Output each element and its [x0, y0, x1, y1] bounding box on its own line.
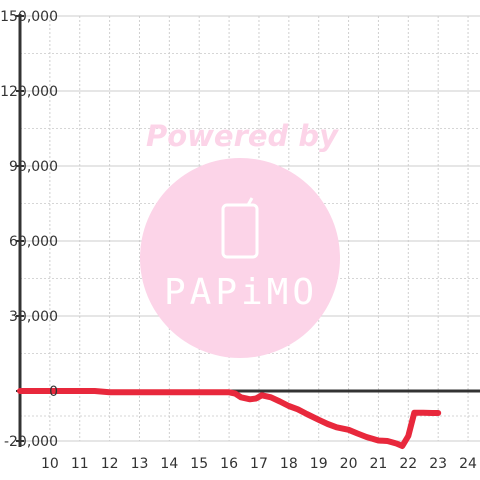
- x-tick-label: 13: [131, 456, 149, 472]
- y-tick-label: -20,000: [4, 434, 58, 450]
- y-tick-label: 30,000: [9, 309, 58, 325]
- watermark-text: Powered by: [146, 119, 339, 153]
- y-tick-label: 120,000: [0, 84, 58, 100]
- series-layer: [17, 388, 442, 449]
- x-tick-label: 10: [41, 456, 59, 472]
- x-tick-label: 21: [370, 456, 388, 472]
- y-tick-label: 60,000: [9, 234, 58, 250]
- x-tick-label: 17: [250, 456, 268, 472]
- y-tick-label: 90,000: [9, 159, 58, 175]
- x-tick-label: 18: [280, 456, 298, 472]
- y-tick-label: 150,000: [0, 9, 58, 25]
- y-tick-label: 0: [49, 384, 58, 400]
- x-tick-label: 22: [399, 456, 417, 472]
- x-tick-label: 11: [71, 456, 89, 472]
- x-tick-label: 14: [160, 456, 178, 472]
- tick-labels: -20,000 0 30,000 60,000 90,000 120,000 150,000…: [0, 9, 477, 472]
- series-line: [17, 388, 442, 449]
- x-tick-label: 12: [101, 456, 119, 472]
- x-tick-label: 20: [340, 456, 358, 472]
- phone-icon: [221, 197, 259, 259]
- x-tick-label: 19: [310, 456, 328, 472]
- x-tick-label: 23: [429, 456, 447, 472]
- x-tick-label: 15: [190, 456, 208, 472]
- x-tick-label: 24: [459, 456, 477, 472]
- x-tick-label: 16: [220, 456, 238, 472]
- watermark: Powered by PAPiMO: [140, 119, 340, 358]
- watermark-logo-text: PAPiMO: [164, 272, 318, 313]
